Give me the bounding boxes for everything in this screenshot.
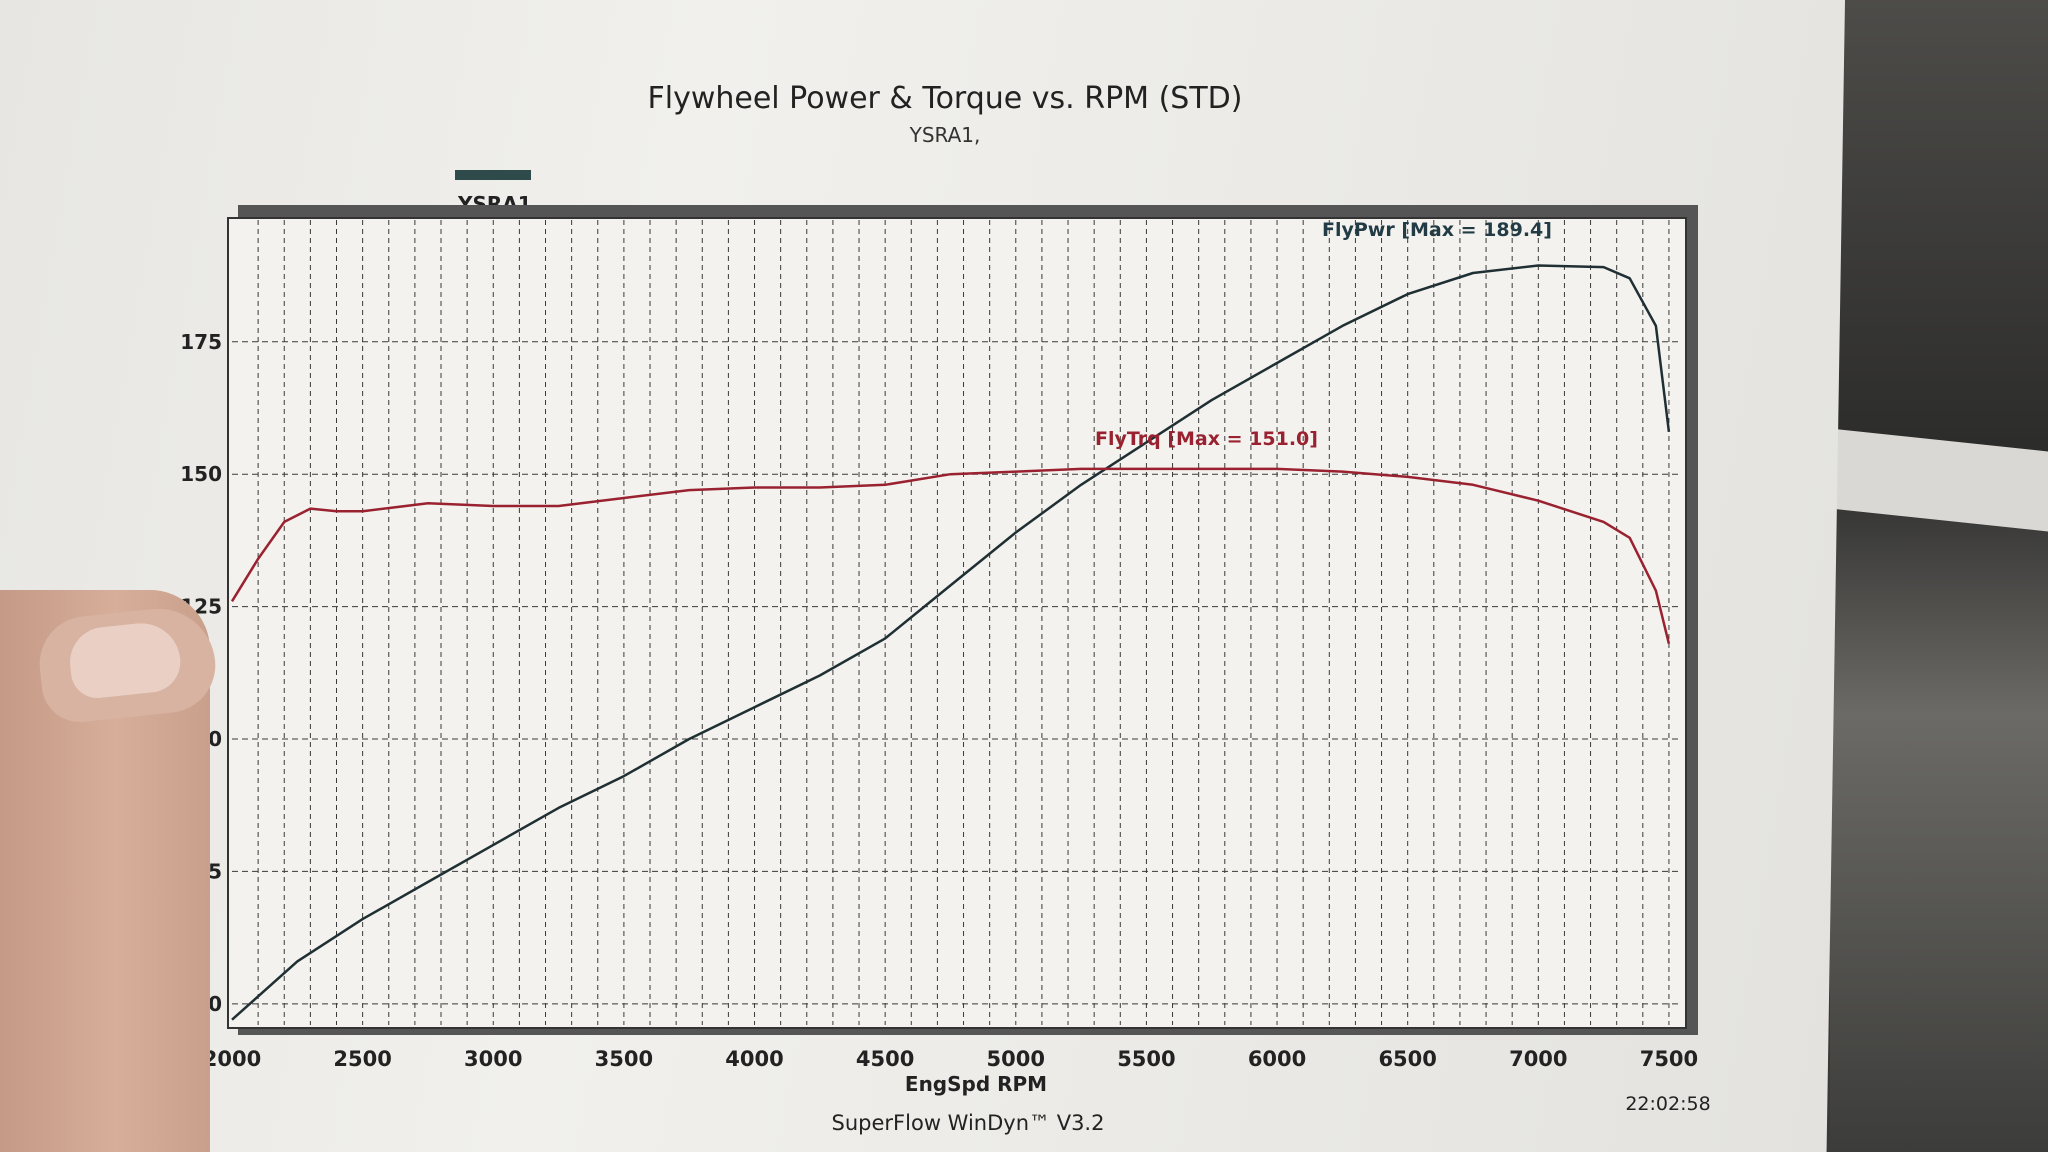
x-tick-label: 5000 <box>987 1047 1045 1071</box>
x-tick-label: 2000 <box>203 1047 261 1071</box>
annotation-flytrq: FlyTrq [Max = 151.0] <box>1095 428 1318 450</box>
chart-subtitle: YSRA1, <box>909 123 981 147</box>
x-tick-label: 4500 <box>856 1047 914 1071</box>
grid-layer <box>232 220 1682 1025</box>
x-tick-labels: 2000 2500 3000 3500 4000 4500 5000 5500 6000 6500… <box>203 1047 1698 1071</box>
legend-swatch <box>455 170 531 180</box>
x-tick-label: 3000 <box>464 1047 522 1071</box>
x-tick-label: 2500 <box>333 1047 391 1071</box>
y-tick-label: 150 <box>180 462 222 486</box>
series-line-flytrq <box>230 467 1671 644</box>
software-label: SuperFlow WinDyn™ V3.2 <box>832 1111 1105 1135</box>
x-tick-label: 3500 <box>595 1047 653 1071</box>
background-right <box>1830 0 2048 1152</box>
x-tick-label: 4000 <box>725 1047 783 1071</box>
x-tick-label: 6500 <box>1378 1047 1436 1071</box>
x-tick-label: 7000 <box>1509 1047 1567 1071</box>
series-layer <box>230 264 1671 1021</box>
x-tick-label: 5500 <box>1117 1047 1175 1071</box>
x-axis-label: EngSpd RPM <box>905 1072 1047 1096</box>
plot-area <box>227 217 1687 1029</box>
chart-title: Flywheel Power & Torque vs. RPM (STD) <box>648 81 1243 116</box>
x-tick-label: 6000 <box>1248 1047 1306 1071</box>
series-line-flypwr <box>231 264 1671 1021</box>
y-tick-label: 175 <box>180 330 222 354</box>
x-tick-label: 7500 <box>1640 1047 1698 1071</box>
annotation-flypwr: FlyPwr [Max = 189.4] <box>1322 219 1552 241</box>
printout-time: 22:02:58 <box>1625 1093 1710 1115</box>
